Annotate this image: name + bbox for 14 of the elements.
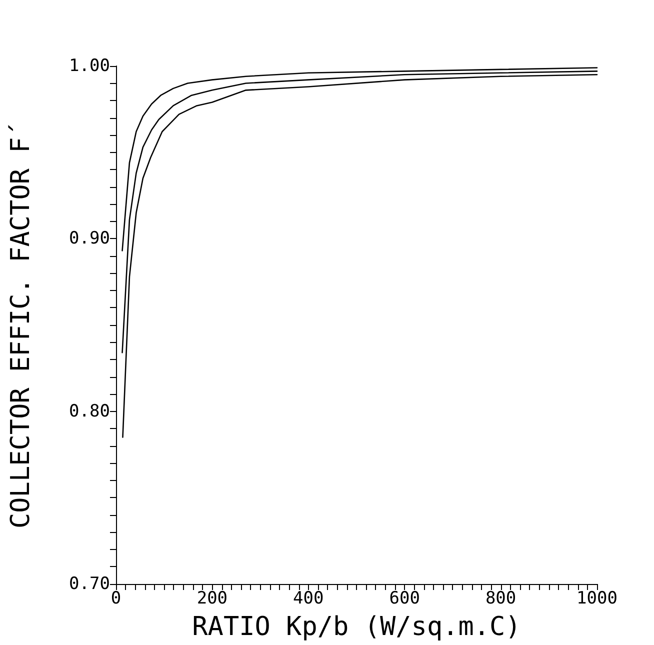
x-axis-title: RATIO Kp/b (W/sq.m.C)	[192, 612, 521, 642]
x-tick-label: 400	[293, 588, 324, 608]
y-tick-label: 0.70	[69, 574, 110, 594]
y-tick-label: 0.80	[69, 401, 110, 422]
line-series	[122, 74, 598, 438]
y-tick-label: 1.00	[69, 56, 110, 76]
line-series	[122, 67, 598, 252]
y-axis-title: COLLECTOR EFFIC. FACTOR F´	[6, 122, 36, 528]
x-tick-label: 800	[485, 588, 516, 608]
x-tick-label: 200	[196, 588, 228, 608]
x-tick-label: 600	[389, 588, 420, 608]
x-tick-label: 0	[110, 588, 122, 608]
y-tick-label: 0.90	[69, 228, 110, 249]
x-tick-label: 1000	[576, 588, 618, 608]
